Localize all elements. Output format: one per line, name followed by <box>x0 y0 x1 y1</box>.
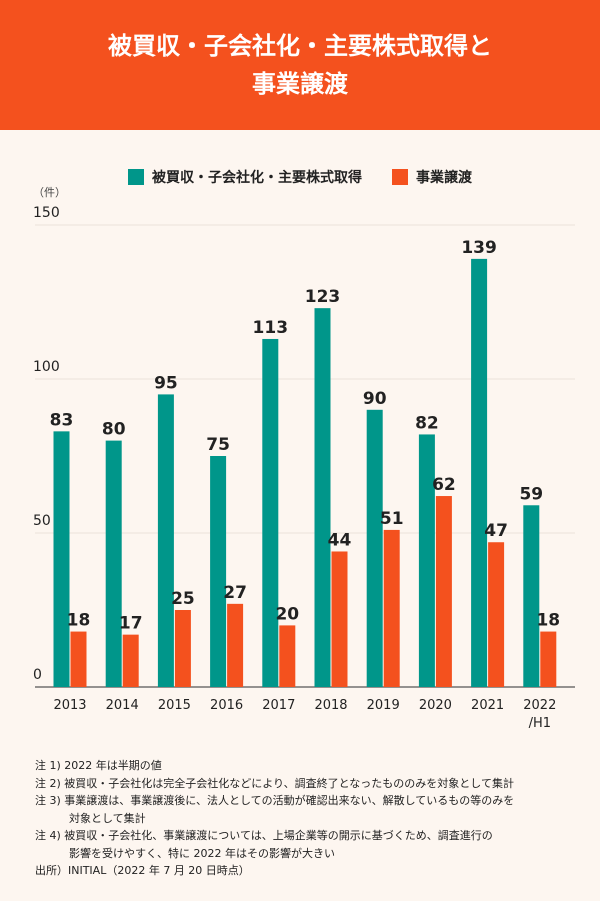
x-tick-label: 2013 <box>53 698 86 713</box>
data-label: 62 <box>432 475 456 495</box>
data-label: 82 <box>415 413 439 433</box>
legend: 被買収・子会社化・主要株式取得 事業譲渡 <box>0 167 600 187</box>
bar-transfer <box>279 625 296 687</box>
x-tick-label: /H1 <box>529 716 551 731</box>
data-label: 17 <box>119 614 143 634</box>
y-tick-label: 50 <box>33 513 51 529</box>
title-line-1: 被買収・子会社化・主要株式取得と <box>108 32 492 60</box>
data-label: 95 <box>154 373 178 393</box>
legend-item-acquisition: 被買収・子会社化・主要株式取得 <box>128 167 362 187</box>
y-tick-label: 0 <box>33 667 42 683</box>
x-tick-label: 2017 <box>262 698 295 713</box>
x-tick-label: 2018 <box>314 698 347 713</box>
bar-transfer <box>540 631 557 687</box>
x-tick-label: 2016 <box>210 698 243 713</box>
bar-acquisition <box>262 338 279 687</box>
data-label: 113 <box>253 318 289 338</box>
legend-swatch-orange <box>392 169 408 185</box>
data-label: 51 <box>380 509 404 529</box>
note-3-cont: 対象として集計 <box>69 811 146 825</box>
bar-acquisition <box>210 456 227 687</box>
bar-acquisition <box>418 434 435 687</box>
bar-acquisition <box>366 409 383 687</box>
bar-chart: 0501001508318201380172014952520157527201… <box>33 205 575 731</box>
data-label: 90 <box>363 389 387 409</box>
bar-acquisition <box>523 505 540 687</box>
data-label: 80 <box>102 420 126 440</box>
data-label: 18 <box>67 611 91 631</box>
bar-transfer <box>122 634 139 687</box>
note-3: 注 3) 事業譲渡は、事業譲渡後に、法人としての活動が確認出来ない、解散している… <box>35 794 515 807</box>
note-4-cont: 影響を受けやすく、特に 2022 年はその影響が大きい <box>69 846 335 860</box>
legend-item-transfer: 事業譲渡 <box>392 167 472 187</box>
bar-acquisition <box>471 258 488 687</box>
data-label: 44 <box>328 530 352 550</box>
bar-acquisition <box>314 308 331 687</box>
bar-transfer <box>383 529 400 687</box>
note-2: 注 2) 被買収・子会社化は完全子会社化などにより、調査終了となったもののみを対… <box>35 776 514 790</box>
x-tick-label: 2022 <box>523 698 556 713</box>
bar-transfer <box>488 542 505 687</box>
data-label: 47 <box>484 521 508 541</box>
x-tick-label: 2019 <box>367 698 400 713</box>
x-tick-label: 2014 <box>106 698 139 713</box>
bar-acquisition <box>157 394 174 687</box>
bar-transfer <box>227 603 244 687</box>
data-label: 25 <box>171 589 195 609</box>
bar-acquisition <box>53 431 70 687</box>
source: 出所）INITIAL（2022 年 7 月 20 日時点） <box>35 864 250 877</box>
x-tick-label: 2015 <box>158 698 191 713</box>
x-tick-label: 2020 <box>419 698 452 713</box>
title-line-2: 事業譲渡 <box>252 70 348 98</box>
legend-swatch-teal <box>128 169 144 185</box>
note-4: 注 4) 被買収・子会社化、事業譲渡については、上場企業等の開示に基づくため、調… <box>35 829 493 842</box>
notes: 注 1) 2022 年は半期の値 注 2) 被買収・子会社化は完全子会社化などに… <box>35 757 514 880</box>
data-label: 83 <box>50 410 74 430</box>
y-tick-label: 150 <box>33 205 60 221</box>
legend-label: 被買収・子会社化・主要株式取得 <box>152 170 362 186</box>
data-label: 139 <box>461 238 497 258</box>
y-tick-label: 100 <box>33 359 60 375</box>
legend-label: 事業譲渡 <box>416 170 472 186</box>
data-label: 59 <box>519 484 543 504</box>
data-label: 75 <box>206 435 230 455</box>
note-1: 注 1) 2022 年は半期の値 <box>35 759 162 772</box>
y-axis-unit: （件） <box>33 186 66 199</box>
bar-transfer <box>331 551 348 687</box>
data-label: 123 <box>305 287 341 307</box>
bar-transfer <box>70 631 87 687</box>
title-banner: 被買収・子会社化・主要株式取得と 事業譲渡 <box>0 0 600 130</box>
data-label: 18 <box>536 611 560 631</box>
bar-acquisition <box>105 440 122 687</box>
data-label: 20 <box>275 604 299 624</box>
data-label: 27 <box>223 583 247 603</box>
bar-transfer <box>174 610 191 687</box>
x-tick-label: 2021 <box>471 698 504 713</box>
bar-transfer <box>435 496 452 687</box>
